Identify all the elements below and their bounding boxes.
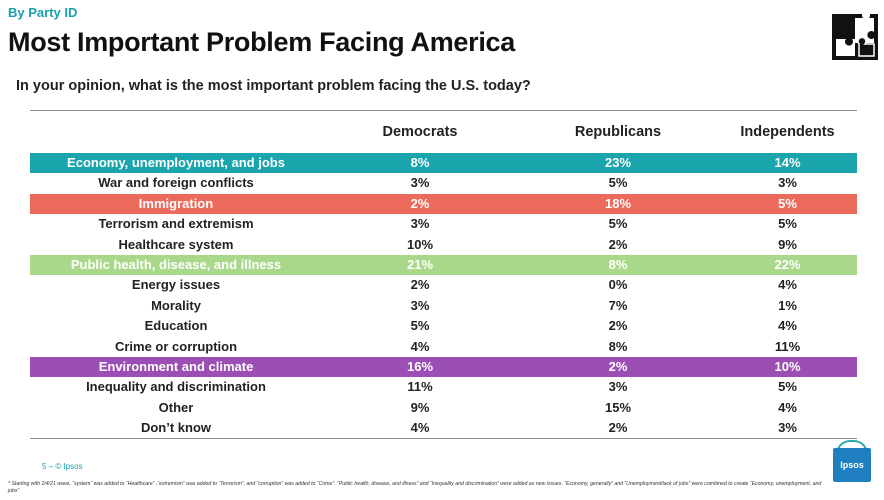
republicans-value: 23%: [604, 155, 632, 170]
ipsos-logo: Ipsos: [833, 448, 871, 482]
table-row: Immigration 2% 18% 5%: [30, 193, 857, 215]
republicans-value: 5%: [608, 175, 628, 191]
puzzle-icon: [832, 14, 878, 60]
democrats-value: 4%: [410, 420, 430, 436]
column-header-independents: Independents: [740, 124, 835, 140]
row-label: Crime or corruption: [114, 338, 238, 354]
independents-value: 11%: [774, 338, 801, 354]
independents-value: 10%: [774, 358, 801, 374]
democrats-value: 4%: [410, 338, 430, 354]
democrats-value: 10%: [406, 236, 434, 252]
question-subtitle: In your opinion, what is the most import…: [16, 78, 531, 94]
republicans-value: 2%: [608, 236, 628, 252]
table-row: War and foreign conflicts 3% 5% 3%: [30, 173, 857, 193]
democrats-value: 3%: [410, 297, 430, 313]
row-label: Education: [144, 318, 208, 334]
section-kicker: By Party ID: [8, 5, 78, 20]
independents-value: 22%: [774, 256, 801, 272]
democrats-value: 2%: [410, 277, 430, 293]
republicans-value: 2%: [608, 420, 628, 436]
republicans-value: 5%: [608, 216, 628, 232]
democrats-value: 3%: [410, 175, 430, 191]
independents-value: 3%: [778, 420, 797, 436]
democrats-value: 11%: [407, 379, 433, 395]
table-row: Energy issues 2% 0% 4%: [30, 275, 857, 295]
democrats-value: 8%: [410, 155, 430, 170]
republicans-value: 3%: [608, 379, 628, 395]
republicans-value: 15%: [604, 399, 632, 415]
table-row: Terrorism and extremism 3% 5% 5%: [30, 214, 857, 234]
table-row: Public health, disease, and illness 21% 8%…: [30, 254, 857, 276]
independents-value: 3%: [778, 175, 797, 191]
democrats-value: 9%: [410, 399, 430, 415]
democrats-value: 3%: [410, 216, 430, 232]
independents-value: 4%: [778, 399, 797, 415]
table-row: Other 9% 15% 4%: [30, 398, 857, 418]
independents-value: 5%: [778, 379, 797, 395]
independents-value: 4%: [778, 318, 797, 334]
independents-value: 5%: [778, 195, 797, 211]
republicans-value: 2%: [608, 358, 628, 374]
row-label: War and foreign conflicts: [98, 175, 254, 191]
page-number: 5 ‒ © Ipsos: [42, 462, 83, 471]
row-label: Economy, unemployment, and jobs: [67, 155, 285, 170]
independents-value: 1%: [778, 297, 797, 313]
row-label: Environment and climate: [98, 358, 254, 374]
column-header-democrats: Democrats: [382, 124, 458, 140]
table-row: Economy, unemployment, and jobs 8% 23% 14%: [30, 153, 857, 174]
row-label: Morality: [151, 297, 201, 313]
table-row: Inequality and discrimination 11% 3% 5%: [30, 377, 857, 397]
democrats-value: 21%: [406, 256, 434, 272]
republicans-value: 18%: [604, 195, 632, 211]
table-row: Environment and climate 16% 2% 10%: [30, 356, 857, 378]
row-label: Other: [158, 399, 194, 415]
independents-value: 14%: [774, 155, 801, 170]
table-row: Education 5% 2% 4%: [30, 316, 857, 336]
row-label: Terrorism and extremism: [98, 216, 254, 232]
top-rule: [30, 110, 857, 111]
row-label: Energy issues: [131, 277, 221, 293]
republicans-value: 2%: [608, 318, 628, 334]
table-row: Healthcare system 10% 2% 9%: [30, 235, 857, 255]
row-label: Don’t know: [140, 420, 212, 436]
table-row: Morality 3% 7% 1%: [30, 296, 857, 316]
column-header-republicans: Republicans: [574, 124, 662, 140]
bottom-rule: [30, 438, 857, 439]
republicans-value: 8%: [608, 256, 628, 272]
democrats-value: 2%: [410, 195, 430, 211]
row-label: Public health, disease, and illness: [70, 256, 282, 272]
row-label: Immigration: [138, 195, 214, 211]
row-label: Healthcare system: [118, 236, 234, 252]
democrats-value: 16%: [406, 358, 434, 374]
footnote: * Starting with 2/4/21 wave, “system” wa…: [8, 481, 822, 494]
table-row: Crime or corruption 4% 8% 11%: [30, 337, 857, 357]
table-row: Don’t know 4% 2% 3%: [30, 418, 857, 438]
republicans-value: 0%: [608, 277, 628, 293]
independents-value: 5%: [778, 216, 797, 232]
page-title: Most Important Problem Facing America: [8, 27, 515, 57]
republicans-value: 8%: [608, 338, 628, 354]
independents-value: 9%: [778, 236, 797, 252]
republicans-value: 7%: [608, 297, 628, 313]
row-label: Inequality and discrimination: [86, 379, 266, 395]
results-table: Economy, unemployment, and jobs 8% 23% 14% W…: [30, 153, 857, 438]
democrats-value: 5%: [410, 318, 430, 334]
independents-value: 4%: [778, 277, 797, 293]
